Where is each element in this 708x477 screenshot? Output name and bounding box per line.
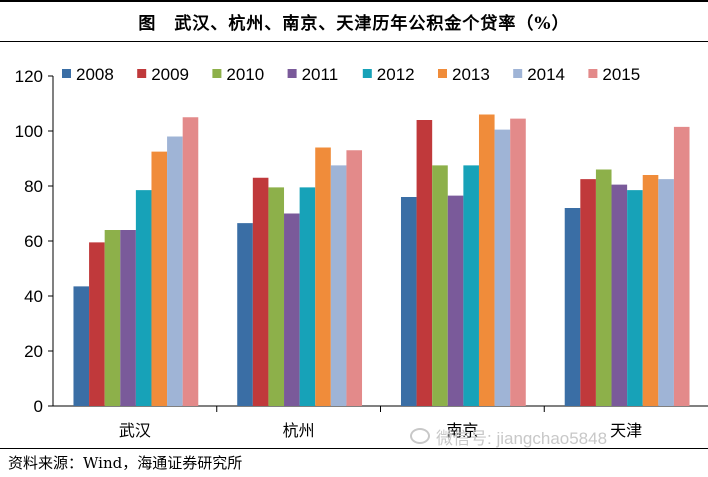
y-tick-label: 40	[24, 287, 43, 306]
legend-label: 2011	[302, 65, 339, 84]
bar-2012-1	[299, 187, 316, 406]
bar-2012-0	[135, 190, 152, 406]
bar-2011-3	[611, 184, 628, 406]
bar-2013-3	[642, 175, 659, 406]
y-tick-label: 120	[15, 67, 43, 86]
wechat-watermark: 微信号: jiangchao5848	[410, 424, 607, 448]
bar-2009-1	[252, 177, 269, 406]
bar-2012-2	[463, 165, 479, 406]
bar-2012-3	[627, 190, 643, 406]
y-tick-label: 80	[24, 177, 43, 196]
watermark-text: 微信号: jiangchao5848	[436, 428, 608, 448]
bar-2015-0	[182, 117, 199, 406]
legend-label: 2014	[527, 65, 565, 84]
bar-2008-0	[73, 286, 90, 406]
legend-label: 2010	[226, 65, 264, 84]
chart-title: 武汉、杭州、南京、天津历年公积金个贷率（%）	[174, 14, 570, 34]
bar-2013-2	[478, 114, 495, 406]
y-tick-label: 20	[24, 342, 43, 361]
legend-swatch-2008	[62, 69, 71, 78]
bar-2010-3	[595, 169, 612, 406]
chart-legend: 2008 2009 2010 2011 2012 2013 2014 2015	[62, 65, 640, 84]
bar-2014-3	[658, 179, 674, 406]
legend-label: 2009	[151, 65, 189, 84]
bar-2015-2	[510, 118, 526, 406]
x-category-label: 南京	[446, 421, 478, 440]
bar-2008-2	[400, 197, 417, 406]
bar-2010-0	[104, 230, 121, 406]
legend-label: 2013	[452, 65, 490, 84]
x-category-label: 武汉	[119, 421, 151, 440]
y-tick-label: 100	[15, 122, 43, 141]
bar-2009-2	[416, 120, 433, 406]
bar-2009-0	[89, 242, 105, 406]
legend-swatch-2011	[287, 69, 297, 78]
figure-label: 图	[138, 14, 157, 34]
bar-2014-0	[167, 136, 183, 406]
legend-swatch-2013	[438, 69, 447, 78]
bar-2015-3	[673, 126, 690, 406]
source-note: 资料来源：Wind，海通证券研究所	[0, 448, 708, 477]
chart-axes: 0 20 40 60 80 100 120 武汉 杭州 南京 天津	[15, 67, 708, 440]
bar-2014-1	[330, 165, 347, 406]
y-tick-label: 60	[24, 232, 43, 251]
legend-swatch-2012	[362, 69, 372, 78]
bar-chart: 0 20 40 60 80 100 120 武汉 杭州 南京 天津 2008 2009 2010 2011…	[15, 65, 708, 440]
chart-title-bar: 图 武汉、杭州、南京、天津历年公积金个贷率（%）	[0, 0, 708, 42]
bar-2013-1	[315, 147, 331, 406]
y-tick-label: 0	[34, 397, 43, 416]
bar-2011-1	[284, 213, 300, 406]
bar-2008-3	[564, 208, 581, 406]
bar-2015-1	[346, 150, 363, 406]
bar-2009-3	[580, 179, 596, 406]
bar-2010-2	[432, 165, 448, 406]
bar-2011-2	[447, 195, 464, 406]
x-category-label: 天津	[610, 421, 642, 440]
legend-label: 2012	[377, 65, 415, 84]
legend-swatch-2015	[588, 69, 598, 78]
bar-2011-0	[120, 230, 136, 406]
x-category-label: 杭州	[283, 421, 315, 440]
legend-swatch-2009	[137, 69, 147, 78]
wechat-icon	[410, 428, 430, 444]
chart-bars	[73, 114, 690, 406]
bar-2014-2	[494, 129, 511, 406]
legend-label: 2008	[76, 65, 114, 84]
legend-swatch-2014	[513, 69, 523, 78]
bar-2013-0	[151, 151, 168, 406]
legend-label: 2015	[602, 65, 640, 84]
bar-2008-1	[237, 223, 253, 406]
legend-swatch-2010	[212, 69, 222, 78]
bar-2010-1	[268, 187, 285, 406]
